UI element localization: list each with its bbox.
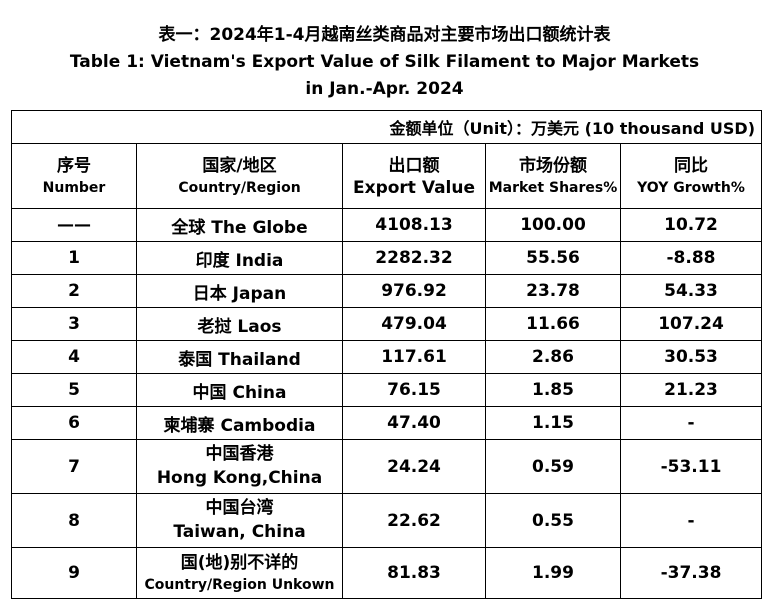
cell-number: 9 [11, 547, 137, 599]
cell-export-value: 117.61 [342, 340, 486, 374]
table-row: 1 印度 India 2282.32 55.56 -8.88 [11, 241, 763, 275]
cell-country: 中国香港 Hong Kong,China [136, 439, 343, 494]
table-row: 6 柬埔寨 Cambodia 47.40 1.15 - [11, 406, 763, 440]
header-market-share: 市场份额 Market Shares% [485, 143, 621, 209]
cell-market-share: 1.85 [485, 373, 621, 407]
cell-market-share: 0.55 [485, 493, 621, 548]
cell-country: 老挝 Laos [136, 307, 343, 341]
cell-market-share: 1.15 [485, 406, 621, 440]
header-yoy-en: YOY Growth% [637, 180, 745, 196]
cell-export-value: 22.62 [342, 493, 486, 548]
cell-country: 国(地)别不详的 Country/Region Unkown [136, 547, 343, 599]
header-yoy: 同比 YOY Growth% [619, 143, 763, 209]
cell-market-share: 100.00 [485, 208, 621, 242]
cell-number: 8 [11, 493, 137, 548]
unit-row: 金额单位（Unit）：万美元 (10 thousand USD) [10, 110, 763, 144]
header-market-share-cn: 市场份额 [519, 156, 587, 176]
header-export-value: 出口额 Export Value [342, 143, 486, 209]
cell-export-value: 24.24 [342, 439, 486, 494]
table-row: 7 中国香港 Hong Kong,China 24.24 0.59 -53.11 [11, 439, 763, 494]
cell-number: 3 [11, 307, 137, 341]
cell-country: 中国台湾 Taiwan, China [136, 493, 343, 548]
country-name-cn: 中国台湾 [205, 498, 274, 518]
title-english-line-2: in Jan.-Apr. 2024 [305, 79, 464, 99]
title-english-line-1: Table 1: Vietnam's Export Value of Silk … [69, 52, 700, 72]
cell-country: 全球 The Globe [136, 208, 343, 242]
cell-number: —— [11, 208, 137, 242]
header-export-value-cn: 出口额 [388, 156, 440, 176]
cell-number: 4 [11, 340, 137, 374]
header-country: 国家/地区 Country/Region [136, 143, 343, 209]
cell-yoy: -53.11 [619, 439, 763, 494]
cell-country: 柬埔寨 Cambodia [136, 406, 343, 440]
country-name-cn: 中国香港 [205, 444, 274, 464]
country-name-en: Hong Kong,China [156, 468, 323, 488]
header-yoy-cn: 同比 [674, 156, 708, 176]
header-country-cn: 国家/地区 [202, 156, 277, 176]
cell-number: 2 [11, 274, 137, 308]
cell-market-share: 2.86 [485, 340, 621, 374]
country-name-en: Country/Region Unkown [144, 576, 335, 593]
table-row-globe: —— 全球 The Globe 4108.13 100.00 10.72 [11, 208, 763, 242]
cell-yoy: -37.38 [619, 547, 763, 599]
cell-yoy: - [619, 493, 763, 548]
header-number: 序号 Number [11, 143, 137, 209]
cell-market-share: 11.66 [485, 307, 621, 341]
cell-number: 6 [11, 406, 137, 440]
cell-number: 1 [11, 241, 137, 275]
cell-export-value: 976.92 [342, 274, 486, 308]
header-country-en: Country/Region [178, 180, 301, 196]
cell-country: 印度 India [136, 241, 343, 275]
header-market-share-en: Market Shares% [488, 180, 618, 196]
table-row: 2 日本 Japan 976.92 23.78 54.33 [11, 274, 763, 308]
cell-market-share: 55.56 [485, 241, 621, 275]
table-row: 8 中国台湾 Taiwan, China 22.62 0.55 - [11, 493, 763, 548]
cell-yoy: 107.24 [619, 307, 763, 341]
cell-market-share: 23.78 [485, 274, 621, 308]
table-row: 4 泰国 Thailand 117.61 2.86 30.53 [11, 340, 763, 374]
cell-market-share: 1.99 [485, 547, 621, 599]
cell-yoy: 10.72 [619, 208, 763, 242]
cell-country: 泰国 Thailand [136, 340, 343, 374]
cell-yoy: 21.23 [619, 373, 763, 407]
unit-label: 金额单位（Unit）：万美元 (10 thousand USD) [10, 110, 763, 144]
country-name-en: Taiwan, China [173, 522, 306, 542]
cell-export-value: 479.04 [342, 307, 486, 341]
cell-number: 7 [11, 439, 137, 494]
table-title: 表一：2024年1-4月越南丝类商品对主要市场出口额统计表 Table 1: V… [0, 22, 769, 103]
header-export-value-en: Export Value [352, 178, 475, 198]
cell-number: 5 [11, 373, 137, 407]
country-name-cn: 国(地)别不详的 [180, 552, 299, 573]
cell-yoy: 30.53 [619, 340, 763, 374]
cell-country: 中国 China [136, 373, 343, 407]
export-value-table: 金额单位（Unit）：万美元 (10 thousand USD) 序号 Numb… [10, 110, 763, 599]
table-row: 9 国(地)别不详的 Country/Region Unkown 81.83 1… [11, 547, 763, 599]
header-number-en: Number [42, 180, 106, 196]
cell-yoy: 54.33 [619, 274, 763, 308]
header-number-cn: 序号 [57, 156, 91, 176]
cell-export-value: 2282.32 [342, 241, 486, 275]
cell-export-value: 47.40 [342, 406, 486, 440]
cell-export-value: 81.83 [342, 547, 486, 599]
cell-market-share: 0.59 [485, 439, 621, 494]
cell-yoy: - [619, 406, 763, 440]
title-chinese: 表一：2024年1-4月越南丝类商品对主要市场出口额统计表 [158, 25, 611, 45]
cell-export-value: 4108.13 [342, 208, 486, 242]
cell-yoy: -8.88 [619, 241, 763, 275]
cell-country: 日本 Japan [136, 274, 343, 308]
table-row: 3 老挝 Laos 479.04 11.66 107.24 [11, 307, 763, 341]
table-row: 5 中国 China 76.15 1.85 21.23 [11, 373, 763, 407]
header-row: 序号 Number 国家/地区 Country/Region 出口额 Expor… [11, 143, 763, 209]
cell-export-value: 76.15 [342, 373, 486, 407]
